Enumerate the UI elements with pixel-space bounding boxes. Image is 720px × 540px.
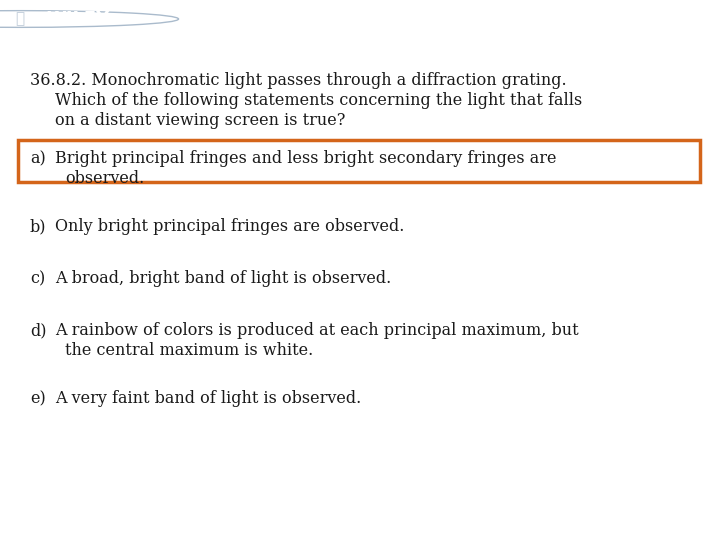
Text: d): d) <box>30 322 47 339</box>
Text: WILEY: WILEY <box>47 10 110 28</box>
Text: the central maximum is white.: the central maximum is white. <box>65 342 313 359</box>
Text: A broad, bright band of light is observed.: A broad, bright band of light is observe… <box>55 270 391 287</box>
Text: Bright principal fringes and less bright secondary fringes are: Bright principal fringes and less bright… <box>55 150 557 167</box>
Text: 36.8.2. Monochromatic light passes through a diffraction grating.: 36.8.2. Monochromatic light passes throu… <box>30 72 567 89</box>
Text: a): a) <box>30 150 46 167</box>
Text: on a distant viewing screen is true?: on a distant viewing screen is true? <box>55 112 346 129</box>
Text: ⓦ: ⓦ <box>16 11 24 26</box>
Text: A very faint band of light is observed.: A very faint band of light is observed. <box>55 390 361 407</box>
Text: observed.: observed. <box>65 170 144 187</box>
Text: Only bright principal fringes are observed.: Only bright principal fringes are observ… <box>55 218 405 235</box>
Text: b): b) <box>30 218 47 235</box>
Text: c): c) <box>30 270 45 287</box>
Text: e): e) <box>30 390 46 407</box>
Text: A rainbow of colors is produced at each principal maximum, but: A rainbow of colors is produced at each … <box>55 322 579 339</box>
Text: Which of the following statements concerning the light that falls: Which of the following statements concer… <box>55 92 582 109</box>
